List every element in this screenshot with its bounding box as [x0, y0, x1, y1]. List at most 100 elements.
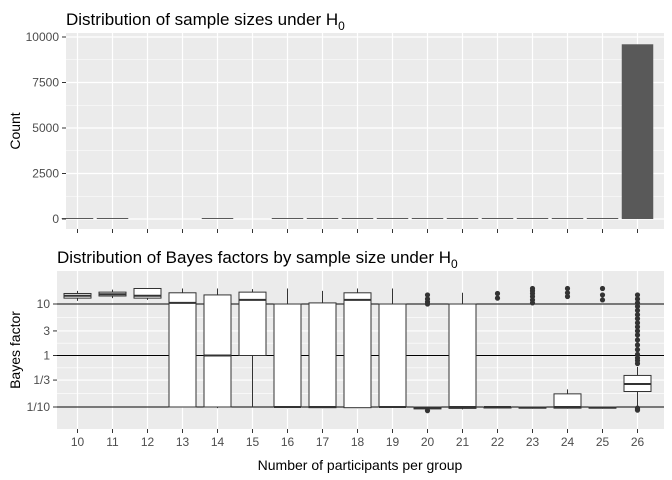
outlier-point: [634, 337, 641, 343]
box-18: [343, 288, 372, 409]
sample-size-bars: [61, 44, 654, 219]
box-12: [133, 287, 162, 300]
x-tick-label-26: 26: [631, 435, 645, 449]
outlier-point: [634, 307, 641, 314]
bayes-factor-title: Distribution of Bayes factors by sample …: [57, 248, 458, 271]
y-tick-label-7500: 7500: [32, 76, 59, 90]
x-tick-label-15: 15: [246, 435, 260, 449]
sample-size-y-axis-title: Count: [7, 112, 23, 149]
box-11: [98, 289, 127, 299]
y-tick-label-2500: 2500: [32, 167, 59, 181]
y-tick-label-1/3: 1/3: [33, 373, 50, 387]
outlier-point: [634, 312, 641, 318]
outlier-point: [494, 295, 501, 301]
bar-17: [306, 218, 339, 219]
y-tick-label-0: 0: [52, 212, 59, 226]
box-13: [168, 288, 197, 408]
x-tick-label-18: 18: [351, 435, 365, 449]
outlier-point: [634, 292, 641, 298]
iqr-box: [343, 292, 372, 409]
outlier-point: [634, 351, 641, 358]
bayes-factor-y-ticks: 1/10 1/3 1 3 10: [27, 297, 57, 414]
box-17: [308, 290, 337, 409]
bar-23: [516, 218, 549, 219]
iqr-box: [553, 393, 582, 409]
bar-11: [96, 218, 129, 219]
outlier-point: [564, 293, 571, 300]
box-24: [553, 285, 582, 409]
box-19: [378, 288, 407, 408]
bar-25: [586, 218, 619, 219]
outlier-point: [634, 332, 641, 338]
bar-22: [481, 218, 514, 219]
outlier-point: [564, 290, 571, 296]
x-tick-label-19: 19: [386, 435, 400, 449]
x-tick-label-25: 25: [596, 435, 610, 449]
x-tick-label-17: 17: [316, 435, 330, 449]
iqr-box: [448, 303, 477, 409]
iqr-box: [308, 302, 337, 409]
bar-26: [621, 44, 654, 219]
x-tick-label-21: 21: [456, 435, 470, 449]
outlier-point: [599, 285, 606, 292]
outlier-point: [634, 324, 641, 330]
x-tick-label-23: 23: [526, 435, 540, 449]
x-tick-label-11: 11: [106, 435, 119, 449]
x-tick-label-24: 24: [561, 435, 575, 449]
outlier-point: [599, 297, 606, 303]
x-tick-label-12: 12: [141, 435, 155, 449]
outlier-point: [634, 347, 641, 353]
group-x-ticks: 10 11 12 13 14 15 16 17 18 19 20 21 22 23 24 25 26: [71, 429, 645, 449]
outlier-point: [634, 316, 641, 322]
bar-19: [376, 218, 409, 219]
y-tick-label-10000: 10000: [26, 30, 60, 44]
outlier-point: [634, 300, 641, 306]
sample-size-y-ticks: 0 2500 5000 7500 10000: [26, 30, 638, 233]
sample-size-title: Distribution of sample sizes under H0: [66, 10, 345, 33]
sample-size-panel: Distribution of sample sizes under H0 0 2…: [7, 10, 664, 233]
outlier-point: [424, 292, 431, 298]
bayes-factor-panel: Distribution of Bayes factors by sample …: [7, 248, 664, 473]
y-tick-label-3: 3: [43, 324, 50, 338]
x-tick-label-16: 16: [281, 435, 295, 449]
bar-18: [341, 218, 374, 219]
sample-size-gridlines: [66, 33, 664, 229]
box-10: [63, 290, 92, 301]
box-20: [413, 292, 442, 414]
iqr-box: [273, 303, 302, 408]
bar-16: [271, 218, 304, 219]
x-tick-label-10: 10: [71, 435, 85, 449]
box-22: [483, 290, 512, 409]
bar-20: [411, 218, 444, 219]
box-21: [448, 292, 477, 410]
outlier-point: [529, 285, 536, 292]
bar-24: [551, 218, 584, 219]
outlier-point: [599, 292, 606, 298]
box-26: [623, 292, 652, 413]
iqr-box: [378, 303, 407, 408]
iqr-box: [133, 287, 162, 299]
outlier-point: [564, 285, 571, 292]
box-14: [203, 288, 232, 409]
outlier-point: [634, 296, 641, 302]
sample-size-plot-background: [66, 33, 664, 229]
outlier-point: [634, 407, 641, 413]
box-16: [273, 288, 302, 409]
bar-14: [201, 218, 234, 219]
x-tick-label-13: 13: [176, 435, 190, 449]
x-tick-label-14: 14: [211, 435, 225, 449]
box-25: [588, 285, 617, 409]
x-tick-label-22: 22: [491, 435, 505, 449]
bayes-factor-boxes: [63, 285, 652, 414]
box-23: [518, 285, 547, 409]
y-tick-label-1/10: 1/10: [27, 400, 51, 414]
y-tick-label-5000: 5000: [32, 121, 59, 135]
outlier-point: [424, 408, 431, 414]
bar-21: [446, 218, 479, 219]
y-tick-label-10: 10: [37, 297, 51, 311]
iqr-box: [168, 292, 197, 408]
box-15: [238, 289, 267, 407]
iqr-box: [203, 294, 232, 408]
iqr-box: [238, 291, 267, 356]
